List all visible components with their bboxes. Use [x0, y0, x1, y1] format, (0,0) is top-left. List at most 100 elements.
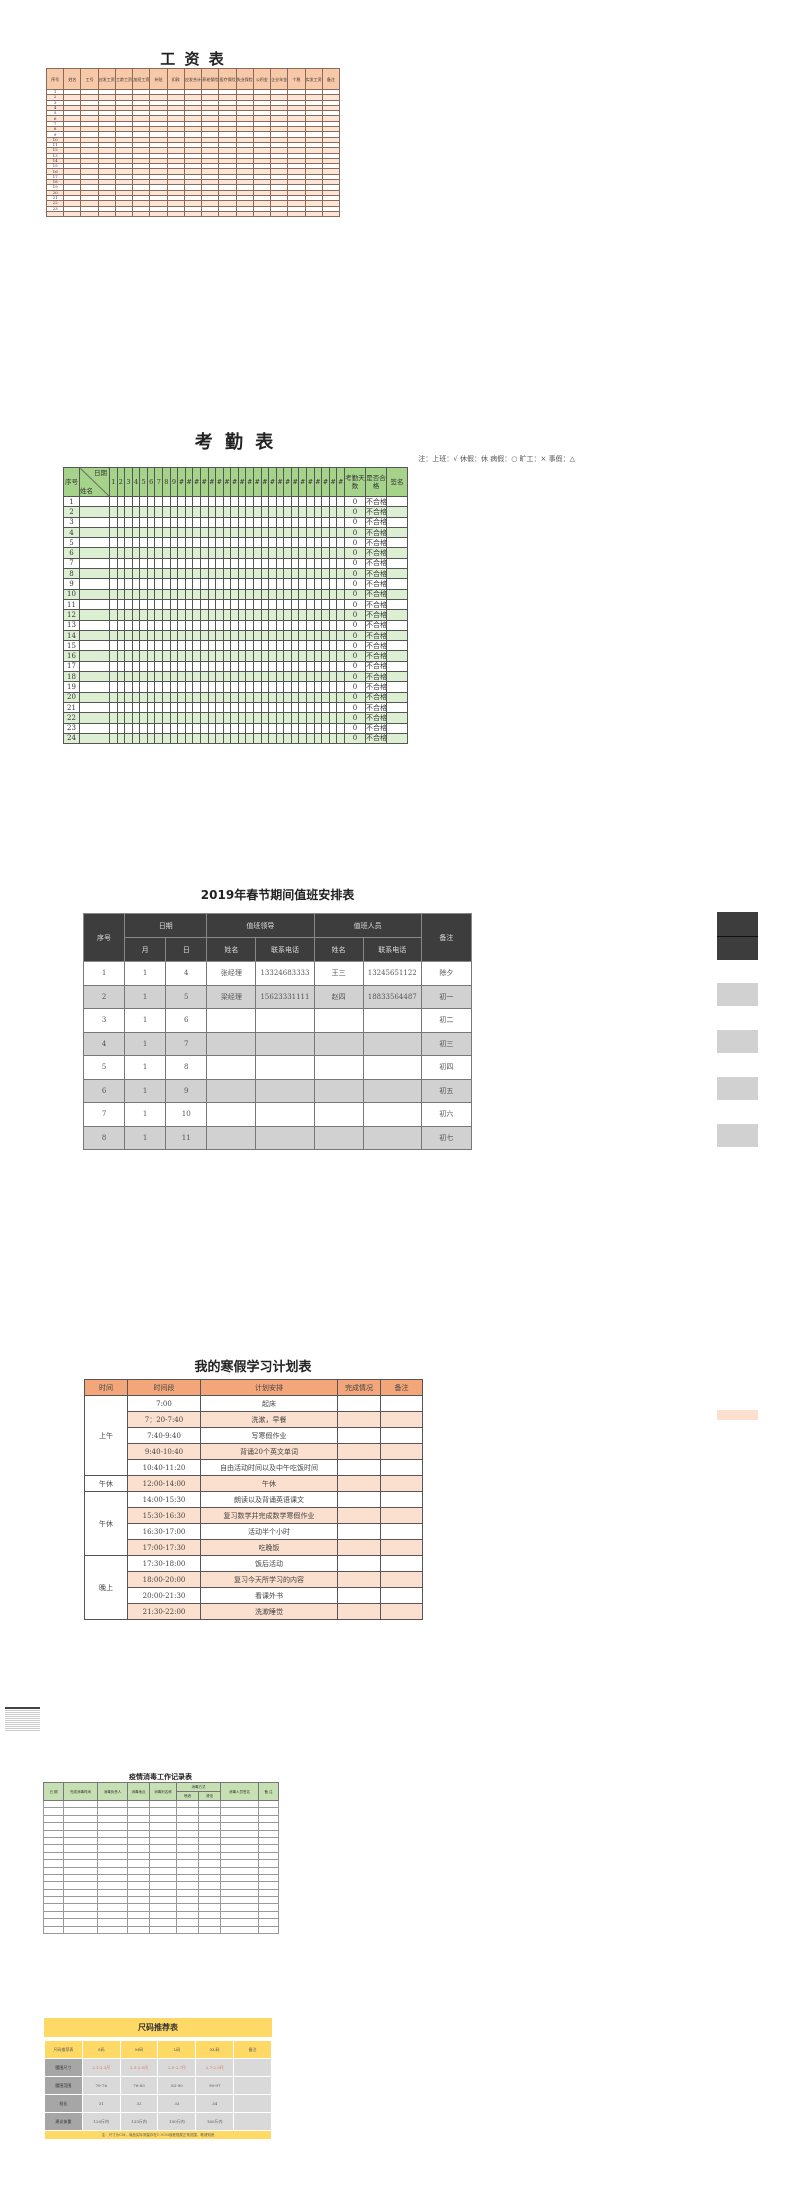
disinfection-cell[interactable]	[149, 1888, 177, 1898]
day-cell[interactable]	[184, 547, 194, 559]
day-cell[interactable]	[199, 598, 209, 611]
day-cell[interactable]	[154, 660, 164, 673]
day-cell[interactable]	[139, 681, 148, 693]
day-cell[interactable]	[177, 640, 186, 652]
day-cell[interactable]	[336, 629, 345, 642]
day-cell[interactable]	[245, 568, 254, 580]
day-cell[interactable]	[298, 598, 308, 611]
day-cell[interactable]	[245, 671, 254, 683]
disinfection-cell[interactable]	[43, 1873, 64, 1883]
disinfection-cell[interactable]	[63, 1859, 98, 1868]
disinfection-cell[interactable]	[63, 1881, 98, 1890]
days-count-cell[interactable]: 0	[344, 598, 366, 611]
task-cell[interactable]: 吃晚饭	[200, 1539, 338, 1556]
days-count-cell[interactable]: 0	[344, 537, 366, 549]
day-cell[interactable]	[116, 660, 126, 673]
day-cell[interactable]	[313, 712, 323, 724]
day-cell[interactable]	[192, 609, 201, 621]
day-cell[interactable]	[222, 712, 232, 724]
day-cell[interactable]	[146, 660, 156, 673]
day-cell[interactable]	[169, 712, 179, 724]
day-cell[interactable]	[139, 732, 148, 745]
task-cell[interactable]: 复习今天所学习的内容	[200, 1571, 338, 1588]
day-cell[interactable]	[275, 568, 285, 580]
day-cell[interactable]	[328, 526, 338, 539]
day-cell[interactable]	[154, 732, 164, 745]
day-cell[interactable]	[290, 598, 300, 611]
row-number[interactable]: 13	[63, 619, 80, 631]
disinfection-cell[interactable]	[97, 1866, 128, 1875]
day-cell[interactable]	[268, 732, 277, 745]
day-cell[interactable]	[253, 578, 262, 590]
day-cell[interactable]	[298, 671, 308, 683]
day-cell[interactable]	[245, 640, 254, 652]
day-cell[interactable]	[222, 671, 232, 683]
period-cell[interactable]: 午休	[84, 1491, 128, 1556]
salary-cell[interactable]	[201, 210, 220, 218]
day-cell[interactable]	[336, 537, 345, 549]
period-cell[interactable]: 晚上	[84, 1555, 128, 1620]
row-number[interactable]: 15	[63, 640, 80, 652]
duty-cell[interactable]: 2	[82, 984, 126, 1009]
day-cell[interactable]	[116, 526, 126, 539]
disinfection-cell[interactable]	[127, 1910, 150, 1920]
day-cell[interactable]	[328, 578, 338, 590]
day-cell[interactable]	[245, 660, 254, 673]
day-cell[interactable]	[139, 712, 148, 724]
day-cell[interactable]	[207, 650, 217, 662]
disinfection-cell[interactable]	[149, 1881, 177, 1890]
row-number[interactable]: 4	[63, 526, 80, 539]
day-cell[interactable]	[336, 588, 345, 600]
day-cell[interactable]	[177, 629, 186, 642]
day-cell[interactable]	[109, 681, 118, 693]
day-cell[interactable]	[222, 732, 232, 745]
day-cell[interactable]	[207, 598, 217, 611]
day-cell[interactable]	[162, 547, 171, 559]
day-cell[interactable]	[207, 578, 217, 590]
day-cell[interactable]	[109, 640, 118, 652]
day-cell[interactable]	[109, 526, 118, 539]
day-cell[interactable]	[215, 598, 224, 611]
period-cell[interactable]: 上午	[84, 1395, 128, 1476]
day-cell[interactable]	[298, 629, 308, 642]
day-cell[interactable]	[230, 547, 239, 559]
day-cell[interactable]	[192, 722, 201, 734]
time-cell[interactable]: 9:40-10:40	[127, 1443, 201, 1460]
day-cell[interactable]	[268, 629, 277, 642]
day-cell[interactable]	[139, 526, 148, 539]
disinfection-cell[interactable]	[258, 1888, 279, 1898]
day-cell[interactable]	[207, 495, 217, 508]
disinfection-cell[interactable]	[43, 1925, 64, 1935]
note-cell[interactable]	[380, 1459, 423, 1476]
day-cell[interactable]	[124, 732, 133, 745]
disinfection-cell[interactable]	[63, 1829, 98, 1838]
day-cell[interactable]	[177, 619, 186, 631]
size-cell[interactable]: 90-97	[195, 2076, 235, 2095]
status-cell[interactable]	[337, 1507, 381, 1524]
day-cell[interactable]	[162, 495, 171, 508]
duty-cell[interactable]	[255, 1102, 315, 1127]
status-cell[interactable]	[337, 1395, 381, 1412]
day-cell[interactable]	[237, 557, 247, 570]
day-cell[interactable]	[283, 650, 292, 662]
day-cell[interactable]	[290, 691, 300, 703]
day-cell[interactable]	[139, 588, 148, 600]
day-cell[interactable]	[275, 701, 285, 714]
day-cell[interactable]	[253, 722, 262, 734]
day-cell[interactable]	[306, 722, 315, 734]
duty-cell[interactable]	[206, 1008, 257, 1033]
day-cell[interactable]	[230, 568, 239, 580]
day-cell[interactable]	[321, 609, 330, 621]
day-cell[interactable]	[321, 629, 330, 642]
day-cell[interactable]	[321, 681, 330, 693]
days-count-cell[interactable]: 0	[344, 691, 366, 703]
size-cell[interactable]: 31	[81, 2094, 121, 2113]
day-cell[interactable]	[124, 681, 133, 693]
day-cell[interactable]	[124, 650, 133, 662]
name-cell[interactable]	[79, 516, 110, 528]
day-cell[interactable]	[328, 537, 338, 549]
day-cell[interactable]	[253, 598, 262, 611]
day-cell[interactable]	[298, 691, 308, 703]
day-cell[interactable]	[146, 506, 156, 518]
day-cell[interactable]	[253, 557, 262, 570]
